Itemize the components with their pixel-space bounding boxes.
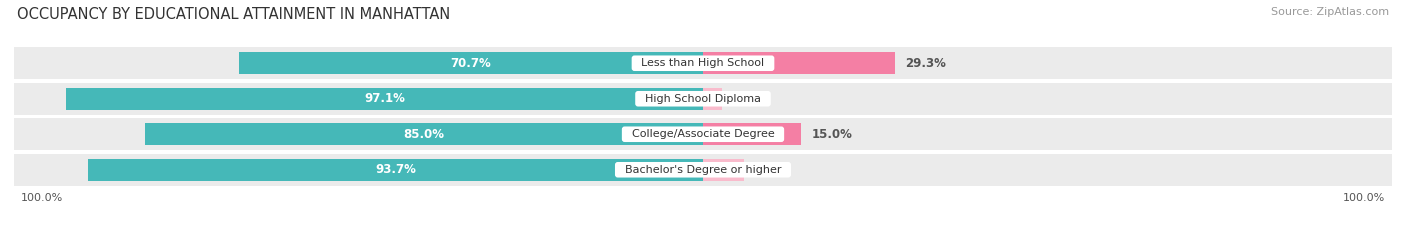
Bar bbox=[14, 83, 1392, 115]
Bar bbox=[703, 88, 723, 110]
Text: High School Diploma: High School Diploma bbox=[638, 94, 768, 104]
Text: 2.9%: 2.9% bbox=[733, 92, 765, 105]
Bar bbox=[89, 159, 703, 181]
Text: OCCUPANCY BY EDUCATIONAL ATTAINMENT IN MANHATTAN: OCCUPANCY BY EDUCATIONAL ATTAINMENT IN M… bbox=[17, 7, 450, 22]
Text: 29.3%: 29.3% bbox=[905, 57, 946, 70]
Text: Source: ZipAtlas.com: Source: ZipAtlas.com bbox=[1271, 7, 1389, 17]
Text: 100.0%: 100.0% bbox=[1343, 193, 1385, 203]
Bar bbox=[66, 88, 703, 110]
Bar bbox=[14, 47, 1392, 79]
Bar bbox=[703, 52, 896, 74]
Text: 85.0%: 85.0% bbox=[404, 128, 444, 141]
Bar bbox=[703, 123, 801, 145]
Text: 93.7%: 93.7% bbox=[375, 163, 416, 176]
Bar bbox=[14, 118, 1392, 150]
Bar bbox=[239, 52, 703, 74]
Text: Bachelor's Degree or higher: Bachelor's Degree or higher bbox=[617, 165, 789, 175]
Text: 97.1%: 97.1% bbox=[364, 92, 405, 105]
Text: 100.0%: 100.0% bbox=[21, 193, 63, 203]
Text: 6.3%: 6.3% bbox=[754, 163, 787, 176]
Bar bbox=[703, 159, 744, 181]
Text: 15.0%: 15.0% bbox=[811, 128, 852, 141]
Text: Less than High School: Less than High School bbox=[634, 58, 772, 68]
Bar bbox=[14, 154, 1392, 186]
Text: College/Associate Degree: College/Associate Degree bbox=[624, 129, 782, 139]
Bar bbox=[145, 123, 703, 145]
Text: 70.7%: 70.7% bbox=[451, 57, 492, 70]
